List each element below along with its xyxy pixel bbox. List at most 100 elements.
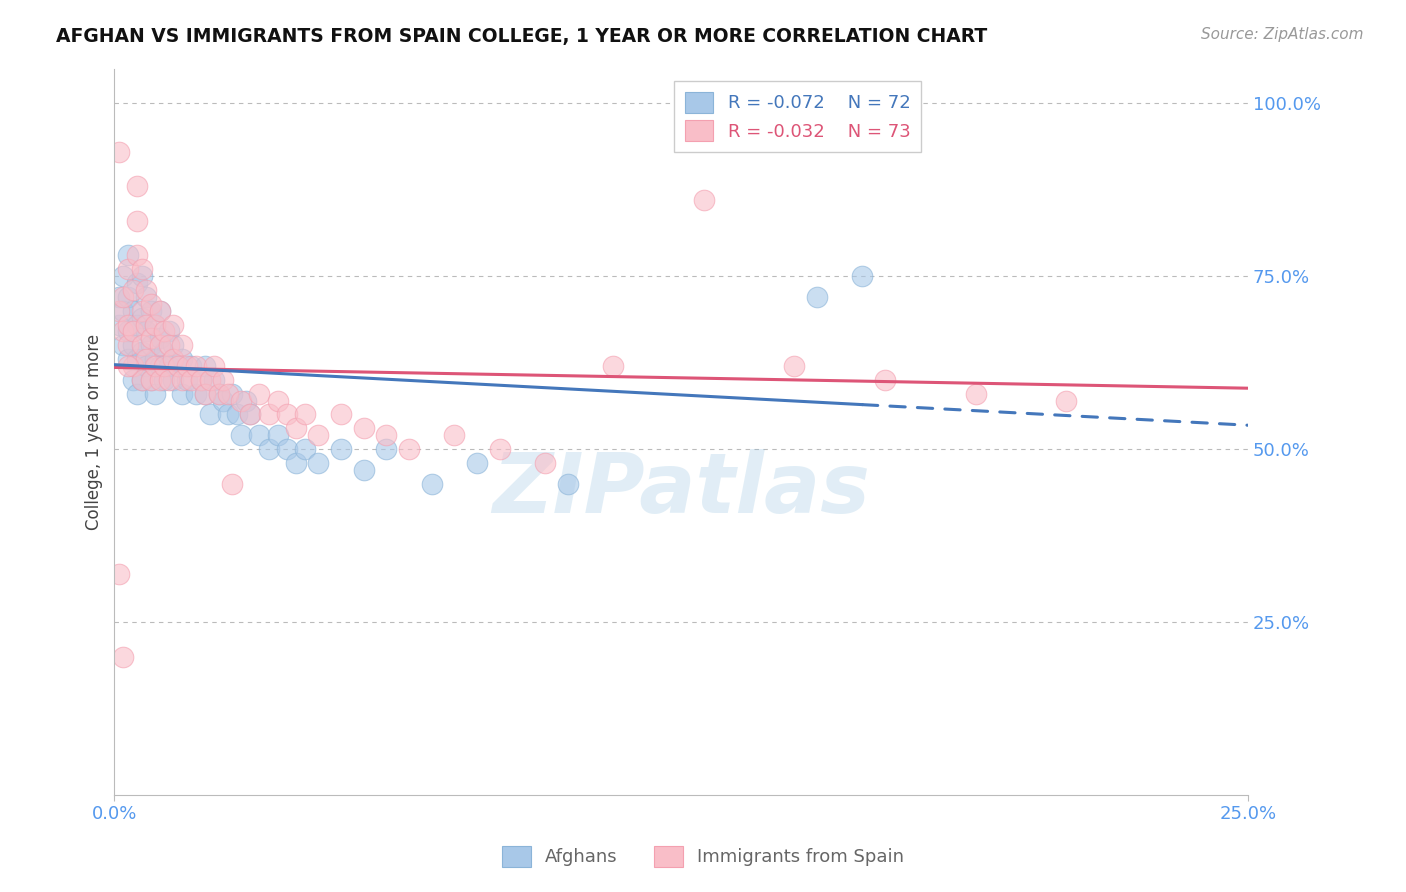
Point (257, 442, 280, 456)
Point (108, 303, 131, 318)
Point (330, 442, 353, 456)
Point (202, 373, 225, 387)
Point (235, 393, 257, 408)
Point (125, 179, 148, 194)
Point (131, 345, 153, 359)
Point (1056, 393, 1078, 408)
Point (131, 303, 153, 318)
Text: AFGHAN VS IMMIGRANTS FROM SPAIN COLLEGE, 1 YEAR OR MORE CORRELATION CHART: AFGHAN VS IMMIGRANTS FROM SPAIN COLLEGE,… (56, 27, 987, 45)
Point (202, 359, 225, 373)
Point (149, 303, 172, 318)
Point (294, 442, 316, 456)
Point (176, 373, 198, 387)
Point (117, 248, 139, 262)
Point (139, 297, 162, 311)
Point (139, 373, 162, 387)
Point (257, 408, 280, 422)
Point (875, 373, 897, 387)
Point (131, 310, 153, 325)
Point (149, 338, 172, 352)
Point (143, 318, 166, 332)
Point (231, 428, 253, 442)
Point (217, 386, 239, 401)
Point (783, 359, 806, 373)
Point (149, 373, 172, 387)
Point (135, 290, 157, 304)
Point (135, 352, 157, 367)
Point (239, 408, 262, 422)
Point (172, 352, 194, 367)
Point (488, 442, 510, 456)
Y-axis label: College, 1 year or more: College, 1 year or more (86, 334, 103, 530)
Text: Source: ZipAtlas.com: Source: ZipAtlas.com (1201, 27, 1364, 42)
Point (112, 325, 135, 339)
Point (143, 352, 166, 367)
Point (167, 359, 190, 373)
Point (284, 421, 307, 435)
Point (693, 193, 716, 207)
Point (184, 386, 207, 401)
Point (157, 359, 180, 373)
Point (420, 476, 443, 491)
Point (217, 408, 239, 422)
Point (108, 290, 131, 304)
Point (117, 325, 139, 339)
Point (112, 303, 135, 318)
Point (125, 248, 148, 262)
Point (121, 373, 143, 387)
Point (112, 649, 135, 664)
Point (266, 393, 288, 408)
Point (139, 373, 162, 387)
Point (121, 283, 143, 297)
Point (198, 408, 221, 422)
Point (172, 373, 194, 387)
Point (276, 408, 298, 422)
Point (125, 352, 148, 367)
Point (139, 331, 162, 345)
Point (108, 566, 131, 581)
Point (194, 386, 217, 401)
Point (284, 456, 307, 470)
Point (117, 318, 139, 332)
Point (307, 456, 329, 470)
Point (307, 428, 329, 442)
Point (121, 303, 143, 318)
Point (149, 303, 172, 318)
Point (375, 428, 398, 442)
Point (131, 373, 153, 387)
Point (108, 145, 131, 159)
Point (153, 345, 176, 359)
Point (294, 408, 316, 422)
Point (190, 373, 212, 387)
Point (851, 269, 873, 284)
Point (965, 386, 987, 401)
Text: ZIPatlas: ZIPatlas (492, 450, 870, 531)
Point (157, 325, 180, 339)
Point (143, 359, 166, 373)
Point (198, 373, 221, 387)
Point (180, 373, 202, 387)
Point (135, 359, 157, 373)
Point (221, 476, 243, 491)
Point (249, 386, 271, 401)
Point (121, 359, 143, 373)
Point (266, 428, 288, 442)
Point (212, 373, 235, 387)
Point (139, 338, 162, 352)
Point (131, 269, 153, 284)
Point (375, 442, 398, 456)
Point (157, 373, 180, 387)
Point (143, 386, 166, 401)
Point (534, 456, 557, 470)
Point (167, 359, 190, 373)
Point (121, 338, 143, 352)
Point (162, 373, 184, 387)
Point (208, 386, 231, 401)
Point (176, 359, 198, 373)
Point (135, 325, 157, 339)
Point (153, 325, 176, 339)
Point (112, 269, 135, 284)
Point (194, 386, 217, 401)
Point (131, 373, 153, 387)
Point (353, 463, 375, 477)
